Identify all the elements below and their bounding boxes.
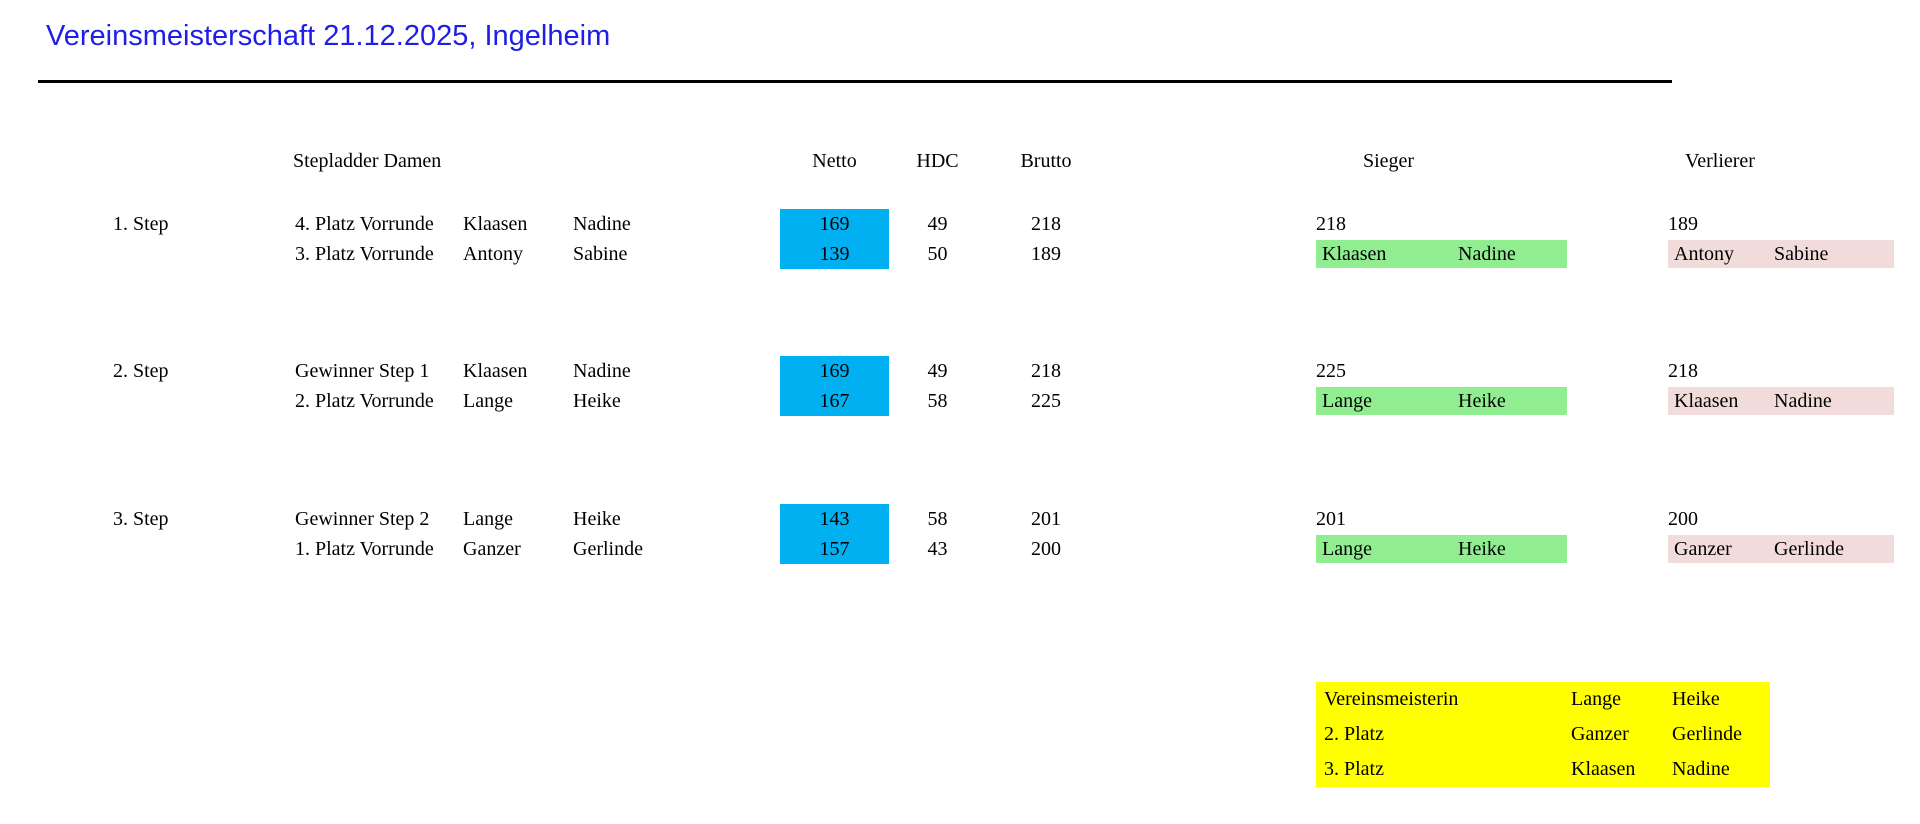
ranking-row: 3. Platz Klaasen Nadine: [1316, 752, 1770, 787]
row-surname: Antony: [463, 243, 523, 265]
sieger-surname: Klaasen: [1322, 243, 1387, 265]
verlierer-surname: Ganzer: [1674, 538, 1732, 560]
netto-value: 139: [819, 243, 850, 265]
brutto-value: 225: [1031, 390, 1061, 412]
ranking-firstname: Heike: [1672, 688, 1720, 710]
sieger-score: 225: [1316, 360, 1346, 382]
verlierer-surname: Antony: [1674, 243, 1734, 265]
sieger-firstname: Nadine: [1458, 243, 1516, 265]
row-surname: Lange: [463, 390, 513, 412]
ranking-firstname: Nadine: [1672, 758, 1730, 780]
sieger-firstname: Heike: [1458, 390, 1506, 412]
verlierer-score: 218: [1668, 360, 1698, 382]
sieger-highlight-cell: Lange Heike: [1316, 535, 1567, 563]
brutto-value: 201: [1031, 508, 1061, 530]
hdc-value: 58: [927, 390, 948, 412]
row-surname: Ganzer: [463, 538, 521, 560]
hdc-value: 49: [927, 360, 948, 382]
verlierer-score: 200: [1668, 508, 1698, 530]
row-description: 2. Platz Vorrunde: [295, 390, 434, 412]
row-surname: Klaasen: [463, 213, 528, 235]
row-description: 3. Platz Vorrunde: [295, 243, 434, 265]
sieger-highlight-cell: Lange Heike: [1316, 387, 1567, 415]
row-description: Gewinner Step 2: [295, 508, 430, 530]
header-group: Stepladder Damen: [293, 150, 442, 172]
verlierer-firstname: Nadine: [1774, 390, 1832, 412]
brutto-value: 200: [1031, 538, 1061, 560]
ranking-label: 3. Platz: [1324, 758, 1384, 780]
row-surname: Lange: [463, 508, 513, 530]
step-label: 2. Step: [113, 360, 169, 382]
brutto-value: 189: [1031, 243, 1061, 265]
sieger-surname: Lange: [1322, 538, 1372, 560]
hdc-value: 43: [927, 538, 948, 560]
hdc-value: 49: [927, 213, 948, 235]
verlierer-firstname: Sabine: [1774, 243, 1829, 265]
title-underline: [38, 80, 1672, 83]
page-title: Vereinsmeisterschaft 21.12.2025, Ingelhe…: [46, 20, 611, 52]
netto-value: 169: [819, 360, 850, 382]
row-firstname: Gerlinde: [573, 538, 643, 560]
verlierer-surname: Klaasen: [1674, 390, 1739, 412]
step-block-2: 2. Step Gewinner Step 1 Klaasen Nadine 2…: [0, 356, 1920, 448]
sieger-firstname: Heike: [1458, 538, 1506, 560]
row-description: 1. Platz Vorrunde: [295, 538, 434, 560]
row-description: 4. Platz Vorrunde: [295, 213, 434, 235]
ranking-firstname: Gerlinde: [1672, 723, 1742, 745]
netto-value: 143: [819, 508, 850, 530]
hdc-value: 50: [927, 243, 948, 265]
ranking-label: Vereinsmeisterin: [1324, 688, 1459, 710]
row-description: Gewinner Step 1: [295, 360, 430, 382]
hdc-value: 58: [927, 508, 948, 530]
row-firstname: Nadine: [573, 213, 631, 235]
verlierer-score: 189: [1668, 213, 1698, 235]
netto-highlight-cell: 143 157: [780, 504, 889, 564]
step-label: 3. Step: [113, 508, 169, 530]
ranking-label: 2. Platz: [1324, 723, 1384, 745]
row-firstname: Nadine: [573, 360, 631, 382]
header-hdc: HDC: [916, 150, 959, 172]
sieger-score: 218: [1316, 213, 1346, 235]
netto-highlight-cell: 169 139: [780, 209, 889, 269]
header-netto: Netto: [812, 150, 857, 172]
step-block-1: 1. Step 4. Platz Vorrunde Klaasen Nadine…: [0, 209, 1920, 301]
sieger-surname: Lange: [1322, 390, 1372, 412]
column-header-row: Stepladder Damen Netto HDC Brutto Sieger…: [0, 146, 1920, 176]
sieger-score: 201: [1316, 508, 1346, 530]
netto-value: 167: [819, 390, 850, 412]
ranking-row: 2. Platz Ganzer Gerlinde: [1316, 717, 1770, 752]
header-sieger: Sieger: [1362, 150, 1415, 172]
ranking-row: Vereinsmeisterin Lange Heike: [1316, 682, 1770, 717]
ranking-surname: Ganzer: [1571, 723, 1629, 745]
verlierer-highlight-cell: Antony Sabine: [1668, 240, 1894, 268]
header-verlierer: Verlierer: [1685, 150, 1755, 172]
brutto-value: 218: [1031, 360, 1061, 382]
ranking-surname: Lange: [1571, 688, 1621, 710]
verlierer-firstname: Gerlinde: [1774, 538, 1844, 560]
verlierer-highlight-cell: Klaasen Nadine: [1668, 387, 1894, 415]
row-firstname: Heike: [573, 390, 621, 412]
final-ranking-box: Vereinsmeisterin Lange Heike 2. Platz Ga…: [1316, 682, 1770, 787]
netto-highlight-cell: 169 167: [780, 356, 889, 416]
header-brutto: Brutto: [1020, 150, 1072, 172]
row-firstname: Heike: [573, 508, 621, 530]
brutto-value: 218: [1031, 213, 1061, 235]
netto-value: 169: [819, 213, 850, 235]
sieger-highlight-cell: Klaasen Nadine: [1316, 240, 1567, 268]
step-label: 1. Step: [113, 213, 169, 235]
step-block-3: 3. Step Gewinner Step 2 Lange Heike 1. P…: [0, 504, 1920, 596]
row-surname: Klaasen: [463, 360, 528, 382]
row-firstname: Sabine: [573, 243, 628, 265]
ranking-surname: Klaasen: [1571, 758, 1636, 780]
netto-value: 157: [819, 538, 850, 560]
verlierer-highlight-cell: Ganzer Gerlinde: [1668, 535, 1894, 563]
